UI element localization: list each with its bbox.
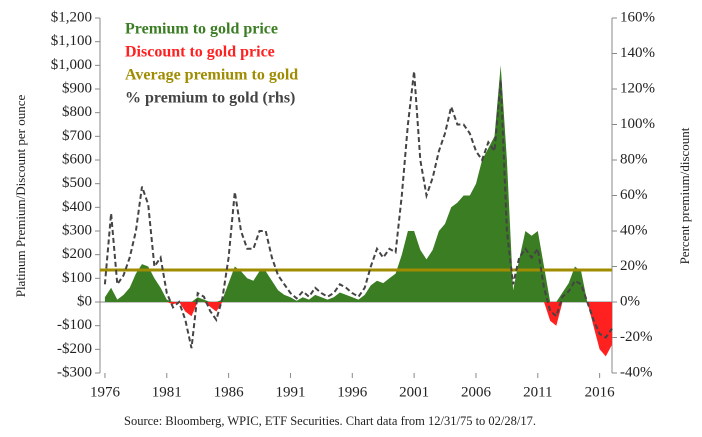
y2-tick-label: 0% (620, 293, 640, 309)
y2-tick-label: 140% (620, 45, 655, 61)
x-tick-label: 1991 (275, 384, 305, 400)
y-tick-label: $1,200 (51, 9, 92, 25)
y2-tick-label: -40% (620, 364, 653, 380)
y2-tick-label: -20% (620, 329, 653, 345)
x-tick-label: 1976 (90, 384, 121, 400)
y2-tick-label: 80% (620, 151, 648, 167)
y2-axis-label: Percent premium/discount (677, 127, 692, 264)
y2-tick-label: 60% (620, 187, 648, 203)
y-tick-label: -$100 (57, 317, 92, 333)
legend-entry: % premium to gold (rhs) (125, 90, 295, 107)
legend-entry: Premium to gold price (125, 21, 278, 38)
y2-tick-label: 20% (620, 258, 648, 274)
y-axis-label: Platinum Premium/Discount per ounce (13, 94, 28, 297)
x-tick-label: 2006 (461, 384, 492, 400)
y-tick-label: $600 (62, 151, 92, 167)
y-tick-label: $400 (62, 199, 92, 215)
area (104, 65, 613, 302)
x-tick-label: 1986 (214, 384, 245, 400)
y-tick-label: $1,100 (51, 33, 92, 49)
x-tick-label: 2016 (585, 384, 616, 400)
y-tick-label: $700 (62, 128, 92, 144)
y-tick-label: $800 (62, 104, 92, 120)
legend-entry: Discount to gold price (125, 44, 275, 61)
y-tick-label: -$300 (57, 364, 92, 380)
y-tick-label: $200 (62, 246, 92, 262)
y2-tick-label: 40% (620, 222, 648, 238)
y-tick-label: -$200 (57, 341, 92, 357)
y-tick-label: $0 (77, 293, 92, 309)
x-tick-label: 2011 (523, 384, 552, 400)
y2-tick-label: 160% (620, 9, 655, 25)
y2-tick-label: 120% (620, 80, 655, 96)
y-tick-label: $300 (62, 222, 92, 238)
y2-tick-label: 100% (620, 116, 655, 132)
x-tick-label: 1981 (152, 384, 182, 400)
x-tick-label: 1996 (337, 384, 368, 400)
y-tick-label: $1,000 (51, 57, 92, 73)
x-tick-label: 2001 (399, 384, 429, 400)
source-note: Source: Bloomberg, WPIC, ETF Securities.… (124, 414, 536, 428)
y-tick-label: $100 (62, 270, 92, 286)
legend-entry: Average premium to gold (125, 67, 298, 84)
y-tick-label: $900 (62, 80, 92, 96)
y-tick-label: $500 (62, 175, 92, 191)
percent-line (103, 71, 613, 349)
